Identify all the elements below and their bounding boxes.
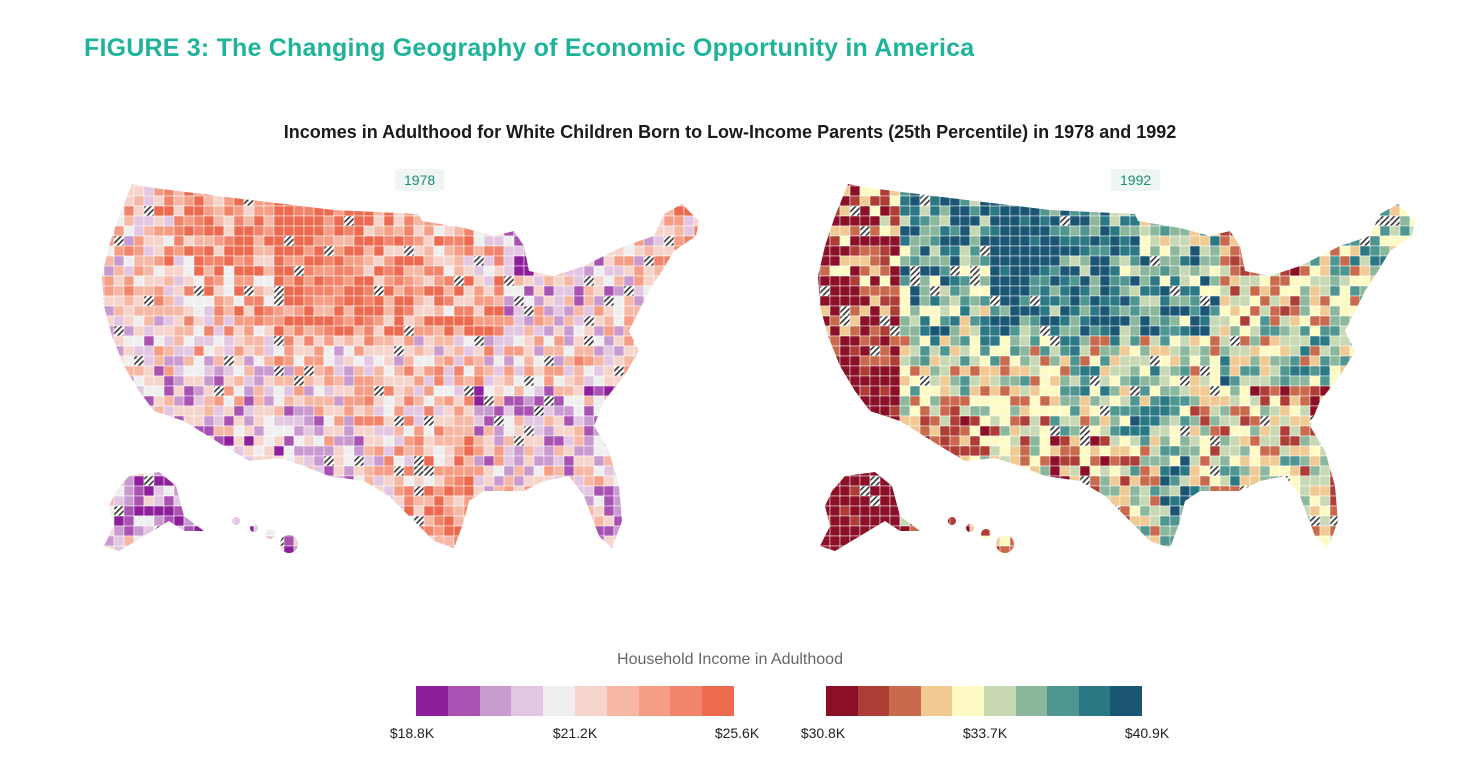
year-label-1992: 1992 bbox=[1111, 169, 1161, 191]
legend-swatch-high-1 bbox=[826, 686, 858, 716]
legend-tick-low-mid: $21.2K bbox=[552, 725, 598, 741]
legend-swatch-low-10 bbox=[702, 686, 734, 716]
legend-title: Household Income in Adulthood bbox=[617, 651, 843, 668]
legend-swatch-low-1 bbox=[416, 686, 448, 716]
legend-swatch-high-10 bbox=[1110, 686, 1142, 716]
us-county-map-1992 bbox=[818, 184, 1415, 553]
legend-tick-low-min: $18.8K bbox=[389, 725, 435, 741]
legend-swatch-high-9 bbox=[1078, 686, 1111, 716]
legend-swatch-high-4 bbox=[920, 686, 953, 716]
legend-swatch-high-2 bbox=[857, 686, 890, 716]
county-cells bbox=[818, 184, 1415, 553]
legend-swatch-low-9 bbox=[670, 686, 703, 716]
legend-swatch-low-3 bbox=[479, 686, 512, 716]
legend-swatch-low-2 bbox=[447, 686, 480, 716]
legend-swatch-high-8 bbox=[1047, 686, 1079, 716]
county-cells bbox=[102, 184, 699, 553]
legend-tick-high-max: $40.9K bbox=[1124, 725, 1170, 741]
legend-tick-high-mid: $33.7K bbox=[962, 725, 1008, 741]
legend-swatch-high-7 bbox=[1015, 686, 1048, 716]
legend-color-scale-low bbox=[416, 686, 734, 716]
legend-swatch-low-6 bbox=[574, 686, 607, 716]
legend-swatch-low-4 bbox=[511, 686, 544, 716]
legend-tick-high-min: $30.8K bbox=[800, 725, 846, 741]
legend-swatch-low-7 bbox=[606, 686, 639, 716]
legend-tick-low-max: $25.6K bbox=[714, 725, 760, 741]
legend-swatch-low-5 bbox=[543, 686, 575, 716]
year-label-1978: 1978 bbox=[395, 169, 445, 191]
legend-swatch-high-5 bbox=[952, 686, 984, 716]
legend-swatch-low-8 bbox=[638, 686, 671, 716]
us-county-map-1978 bbox=[102, 184, 699, 553]
chart-title: Incomes in Adulthood for White Children … bbox=[283, 122, 1177, 142]
figure-title: FIGURE 3: The Changing Geography of Econ… bbox=[84, 34, 975, 62]
legend-swatch-high-6 bbox=[983, 686, 1016, 716]
legend-swatch-high-3 bbox=[889, 686, 921, 716]
legend-color-scale-high bbox=[826, 686, 1142, 716]
